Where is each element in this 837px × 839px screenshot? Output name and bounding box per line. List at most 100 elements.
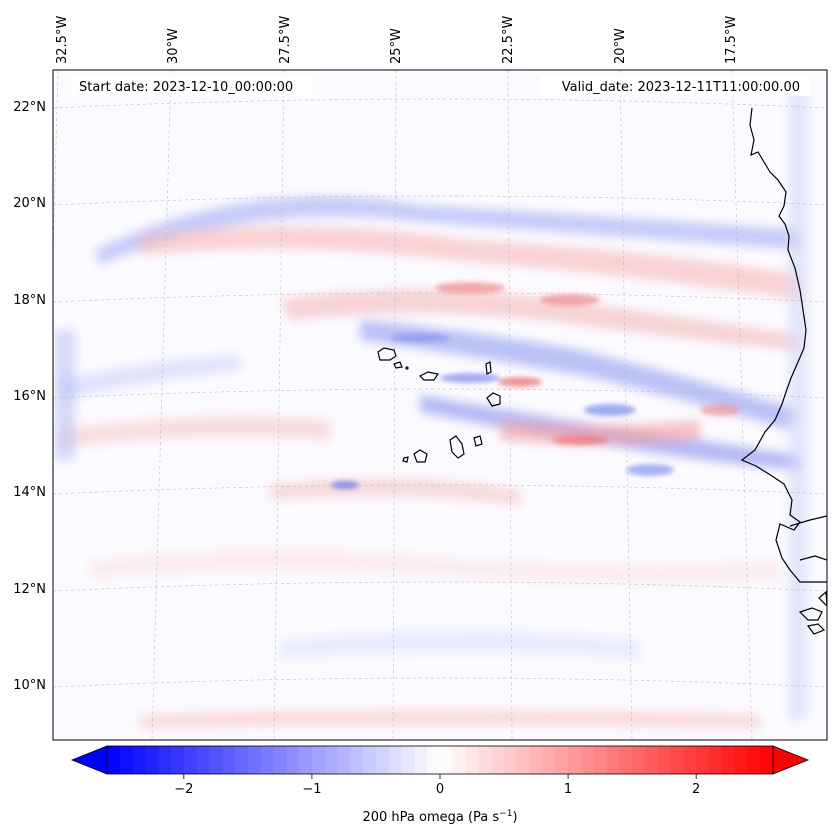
graticule [53,70,827,740]
map-frame [52,69,828,741]
colorbar-level [721,746,736,774]
colorbar-level [132,746,146,774]
lat-label: 22°N [13,100,46,115]
colorbar-level [632,746,646,774]
sao-vicente-island [393,361,403,369]
gridline-lon-27.5 [273,70,285,740]
boa-vista-island [486,392,501,407]
gridline-lon-25 [392,70,397,740]
colorbar-level [311,746,326,774]
valid-date-label: Valid_date: 2023-12-11T11:00:00.00 [562,80,800,95]
map-panel [53,70,827,740]
omega-band-upward [360,320,800,430]
colorbar-ticks: −2 −1 0 1 2 [174,774,700,797]
colorbar-level [683,746,697,774]
colorbar-level [491,746,505,774]
gridline-lon-17.5 [731,70,753,740]
colorbar-level [375,746,390,774]
colorbar-tick-label: 0 [436,782,444,797]
sao-nicolau-island [418,371,439,381]
colorbar-level [580,746,595,774]
omega-band-boundary [55,330,75,460]
colorbar-level [414,746,428,774]
lat-label: 18°N [13,293,46,308]
colorbar-level [171,746,185,774]
latitude-labels: 22°N 20°N 18°N 16°N 14°N 12°N 10°N [13,100,46,693]
colorbar-level [158,746,172,774]
santa-luzia-island [405,366,409,370]
gridline-lon-20 [619,70,633,740]
omega-band-downward [60,416,330,448]
colorbar-level [388,746,403,774]
colorbar-level [363,746,377,774]
longitude-labels: 32.5°W 30°W 27.5°W 25°W 22.5°W 20°W 17.5… [55,16,739,64]
colorbar-tick-label: 2 [692,782,700,797]
colorbar-level [760,746,774,774]
gridline-lon-22.5 [507,70,513,740]
colorbar-level [222,746,236,774]
colorbar-level [183,746,198,774]
colorbar-level [529,746,543,774]
santo-antao-island [377,347,397,361]
lon-label: 32.5°W [55,16,70,64]
gridline-lat-20 [53,195,827,206]
colorbar: −2 −1 0 1 2 200 hPa omega (Pa s−1) [70,745,810,825]
lon-label: 30°W [166,28,181,64]
colorbar-level [619,746,633,774]
lon-label: 22.5°W [501,16,516,64]
colorbar-level [555,746,569,774]
sal-island [485,361,492,375]
lat-label: 14°N [13,485,46,500]
omega-band-downward [140,710,760,728]
colorbar-level [247,746,262,774]
lat-label: 16°N [13,389,46,404]
colorbar-extend-low [70,745,108,775]
colorbar-level [107,746,121,774]
gridline-lat-12 [53,581,827,592]
colorbar-level [657,746,672,774]
bijagos-island [806,623,826,635]
start-date-label: Start date: 2023-12-10_00:00:00 [79,80,293,95]
maio-island [473,435,483,447]
brava-island [402,456,409,463]
colorbar-tick-label: −1 [302,782,321,797]
colorbar-level [465,746,479,774]
omega-band-upward [60,355,240,400]
colorbar-level [644,746,659,774]
lat-label: 10°N [13,678,46,693]
gridline-lat-22 [53,98,827,109]
gridline-lat-16 [53,388,827,399]
gridline-lat-10 [53,677,827,688]
omega-band-downward [90,548,780,584]
colorbar-level [401,746,415,774]
colorbar-level [324,746,339,774]
coast-river-mouth [789,515,827,527]
colorbar-level [452,746,467,774]
colorbar-level [734,746,748,774]
santiago-island [449,435,465,459]
colorbar-tick-label: 1 [564,782,572,797]
colorbar-level [337,746,351,774]
omega-band-upward [95,196,800,265]
lon-label: 17.5°W [724,16,739,64]
omega-field-detail [331,282,740,489]
lat-label: 20°N [13,196,46,211]
gridline-lon-30 [151,70,172,740]
colorbar-level [119,746,134,774]
colorbar-level [209,746,223,774]
colorbar-level [593,746,607,774]
colorbar-level [145,746,159,774]
gridline-lat-18 [53,292,827,303]
valid-date-box [540,76,810,96]
lat-label: 12°N [13,582,46,597]
colorbar-level [606,746,620,774]
colorbar-level [273,746,287,774]
colorbar-levels [107,746,774,774]
bijagos-island [798,607,823,621]
omega-band-boundary [788,90,808,720]
colorbar-level [350,746,364,774]
colorbar-level [670,746,684,774]
colorbar-level [299,746,313,774]
lon-label: 20°W [613,28,628,64]
